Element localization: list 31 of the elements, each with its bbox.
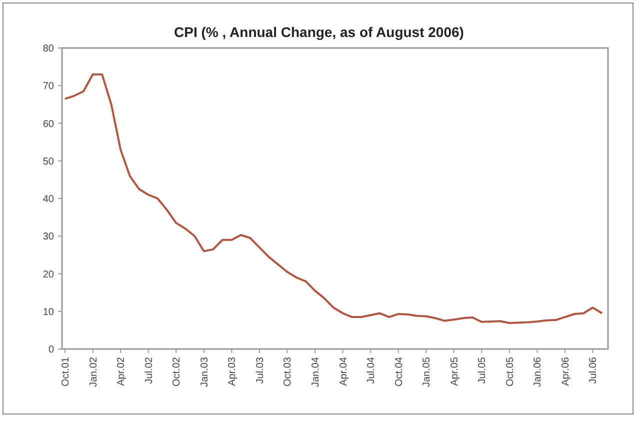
- x-tick-label: Jul.04: [366, 356, 378, 384]
- x-tick-label: Apr.02: [116, 356, 128, 386]
- y-tick-label: 0: [48, 344, 54, 356]
- x-tick-label: Apr.05: [449, 356, 460, 386]
- x-tick-label: Apr.03: [227, 356, 238, 386]
- x-tick-label: Jul.02: [144, 356, 155, 384]
- x-tick-label: Apr.04: [338, 356, 350, 386]
- y-tick-label: 40: [42, 194, 54, 205]
- x-tick-label: Jan.05: [422, 356, 433, 388]
- y-tick-label: 60: [42, 118, 54, 130]
- y-tick-label: 70: [42, 81, 54, 92]
- y-tick-label: 50: [42, 156, 54, 168]
- y-tick-label: 10: [42, 306, 54, 318]
- x-tick-label: Jul.06: [588, 356, 600, 384]
- x-tick-label: Jul.03: [254, 356, 266, 384]
- chart-title: CPI (% , Annual Change, as of August 2006): [174, 24, 464, 40]
- y-tick-label: 30: [42, 232, 54, 243]
- x-tick-label: Oct.01: [60, 356, 72, 386]
- line-series: [64, 73, 603, 324]
- x-tick-label: Apr.06: [560, 356, 572, 386]
- y-tick-label: 80: [42, 44, 54, 54]
- x-tick-label: Oct.05: [504, 356, 516, 386]
- x-tick-label: Jul.05: [477, 356, 488, 384]
- x-tick-label: Oct.04: [394, 356, 405, 386]
- y-tick-label: 20: [42, 269, 54, 280]
- x-tick-label: Jan.03: [199, 356, 210, 388]
- x-tick-label: Jan.06: [532, 356, 544, 388]
- x-tick-label: Jan.04: [310, 356, 322, 388]
- x-tick-label: Oct.02: [172, 356, 183, 386]
- x-tick-label: Oct.03: [282, 356, 294, 386]
- x-tick-label: Jan.02: [88, 356, 100, 388]
